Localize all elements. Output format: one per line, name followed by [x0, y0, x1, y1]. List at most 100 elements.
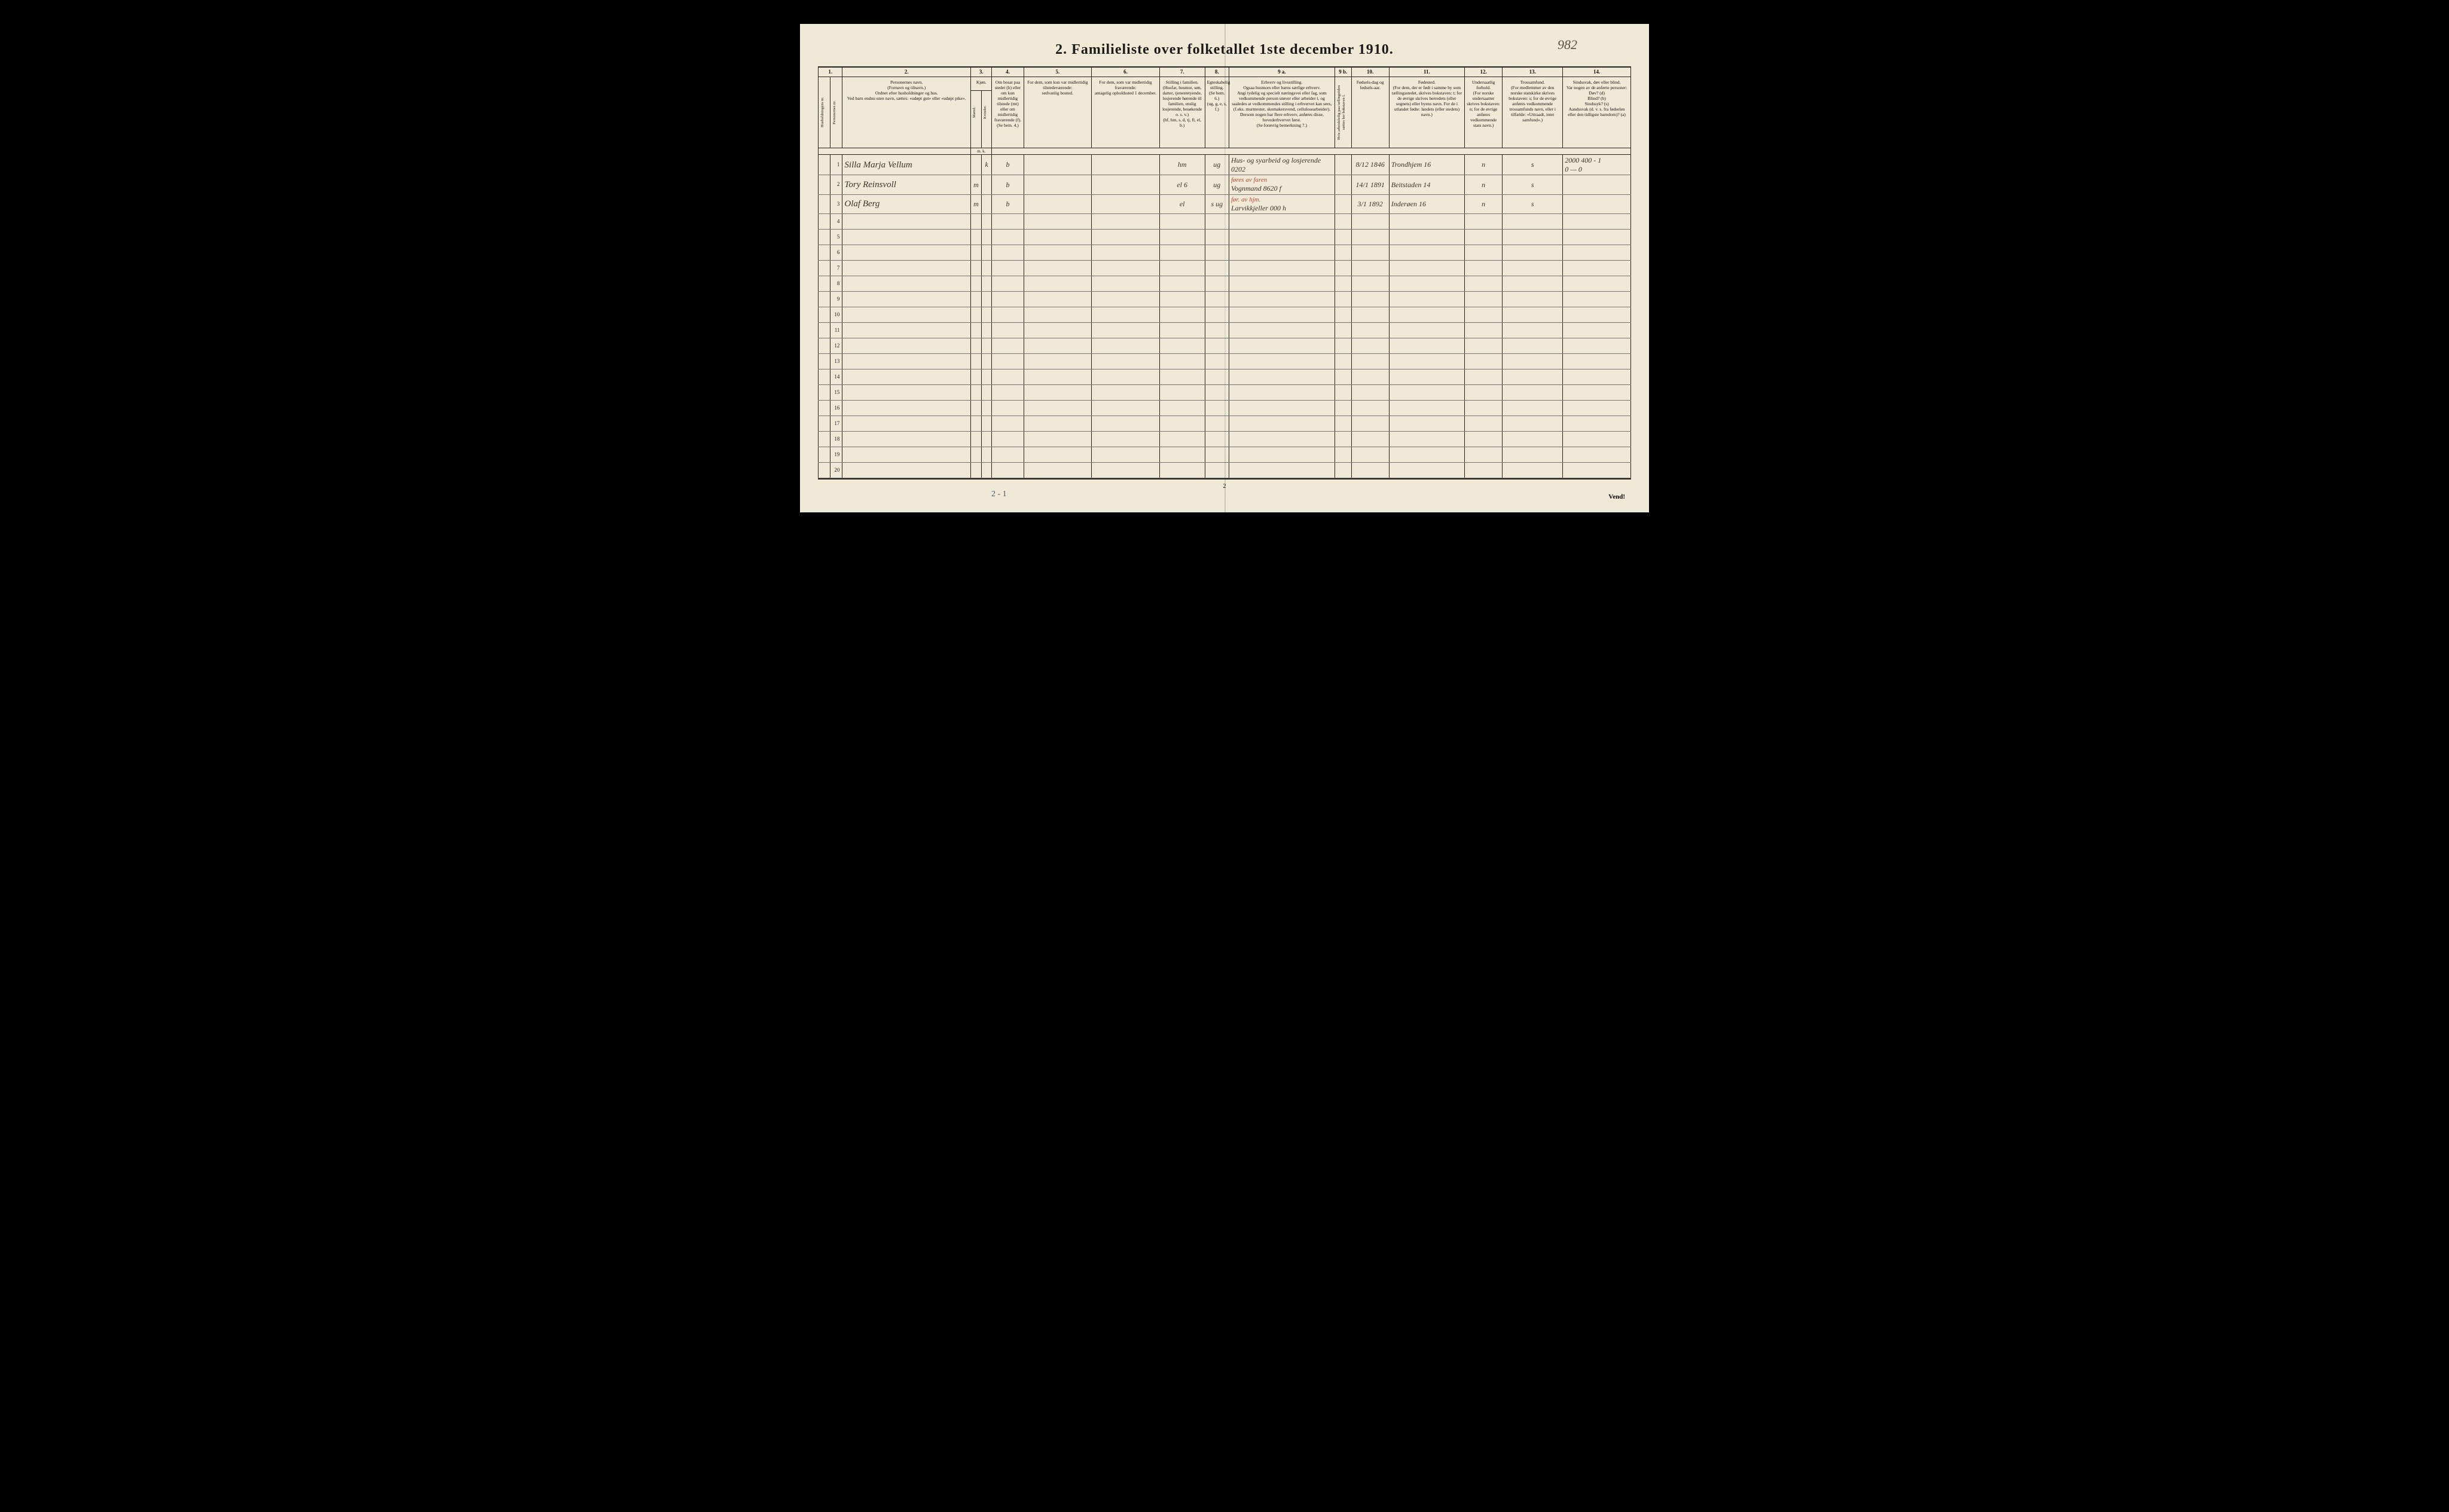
empty-cell: [1024, 385, 1092, 401]
empty-cell: [1335, 276, 1351, 292]
residence: b: [992, 155, 1024, 175]
empty-cell: [1563, 261, 1631, 276]
empty-cell: [1092, 214, 1160, 230]
empty-cell: [1024, 292, 1092, 307]
person-nr: 19: [830, 447, 842, 463]
person-nr: 16: [830, 401, 842, 416]
empty-cell: [842, 432, 971, 447]
vend-label: Vend!: [818, 493, 1631, 500]
empty-cell: [1229, 385, 1335, 401]
table-row: 10: [819, 307, 1631, 323]
residence: b: [992, 194, 1024, 214]
empty-cell: [842, 416, 971, 432]
empty-cell: [1563, 432, 1631, 447]
empty-cell: [981, 463, 992, 478]
unemployed: [1335, 175, 1351, 194]
empty-cell: [842, 276, 971, 292]
empty-cell: [1205, 276, 1229, 292]
empty-cell: [1465, 416, 1503, 432]
empty-cell: [992, 261, 1024, 276]
empty-cell: [1024, 214, 1092, 230]
empty-cell: [981, 432, 992, 447]
empty-cell: [1205, 230, 1229, 245]
occupation: føres av farenVognmand 8620 f: [1229, 175, 1335, 194]
empty-cell: [842, 307, 971, 323]
empty-cell: [1563, 276, 1631, 292]
empty-cell: [1389, 276, 1464, 292]
empty-cell: [992, 432, 1024, 447]
person-nr: 2: [830, 175, 842, 194]
colnum-3: 3.: [971, 68, 992, 77]
empty-cell: [1159, 292, 1205, 307]
person-nr: 17: [830, 416, 842, 432]
table-row: 20: [819, 463, 1631, 478]
header-mk: m. k.: [971, 148, 992, 154]
empty-cell: [981, 230, 992, 245]
person-nr: 15: [830, 385, 842, 401]
household-nr: [819, 416, 830, 432]
empty-cell: [1563, 245, 1631, 261]
empty-cell: [842, 369, 971, 385]
empty-cell: [1465, 214, 1503, 230]
empty-cell: [1229, 230, 1335, 245]
colnum-5: 5.: [1024, 68, 1092, 77]
colnum-7: 7.: [1159, 68, 1205, 77]
empty-cell: [1563, 230, 1631, 245]
empty-cell: [1563, 338, 1631, 354]
birth-date: 3/1 1892: [1351, 194, 1389, 214]
empty-cell: [1335, 447, 1351, 463]
empty-cell: [1092, 369, 1160, 385]
header-col9a: Erhverv og livsstilling. Ogsaa husmors e…: [1229, 77, 1335, 148]
empty-cell: [1229, 401, 1335, 416]
header-col5: For dem, som kun var midlertidig tilsted…: [1024, 77, 1092, 148]
empty-cell: [971, 447, 982, 463]
marital-status: s ug: [1205, 194, 1229, 214]
empty-cell: [1205, 354, 1229, 369]
marital-status: ug: [1205, 155, 1229, 175]
empty-cell: [1159, 276, 1205, 292]
colnum-11: 11.: [1389, 68, 1464, 77]
empty-cell: [1205, 323, 1229, 338]
empty-cell: [1335, 214, 1351, 230]
empty-cell: [1389, 261, 1464, 276]
disability: 2000 400 - 1 0 — 0: [1563, 155, 1631, 175]
empty-cell: [1351, 292, 1389, 307]
empty-cell: [981, 401, 992, 416]
empty-cell: [1351, 401, 1389, 416]
empty-cell: [1159, 369, 1205, 385]
unemployed: [1335, 155, 1351, 175]
household-nr: [819, 369, 830, 385]
table-row: 5: [819, 230, 1631, 245]
person-nr: 18: [830, 432, 842, 447]
empty-cell: [1159, 307, 1205, 323]
empty-cell: [971, 401, 982, 416]
empty-cell: [1092, 276, 1160, 292]
empty-cell: [981, 292, 992, 307]
empty-cell: [992, 214, 1024, 230]
household-nr: [819, 385, 830, 401]
empty-cell: [1389, 338, 1464, 354]
empty-cell: [1092, 307, 1160, 323]
header-blank-l: [819, 148, 971, 154]
empty-cell: [992, 447, 1024, 463]
empty-cell: [1563, 463, 1631, 478]
empty-cell: [1503, 369, 1563, 385]
empty-cell: [1092, 354, 1160, 369]
header-blank-r: [992, 148, 1631, 154]
empty-cell: [1092, 401, 1160, 416]
empty-cell: [992, 245, 1024, 261]
occupation: Hus- og syarbeid og losjerende 0202: [1229, 155, 1335, 175]
empty-cell: [1159, 432, 1205, 447]
empty-cell: [1229, 416, 1335, 432]
empty-cell: [1205, 369, 1229, 385]
empty-cell: [1389, 230, 1464, 245]
colnum-9a: 9 a.: [1229, 68, 1335, 77]
colnum-2: 2.: [842, 68, 971, 77]
header-col4: Om bosat paa stedet (b) eller om kun mid…: [992, 77, 1024, 148]
empty-cell: [842, 447, 971, 463]
empty-cell: [1159, 401, 1205, 416]
bottom-handwritten: 2 - 1: [991, 490, 1007, 499]
empty-cell: [1503, 401, 1563, 416]
empty-cell: [1205, 307, 1229, 323]
empty-cell: [1389, 432, 1464, 447]
